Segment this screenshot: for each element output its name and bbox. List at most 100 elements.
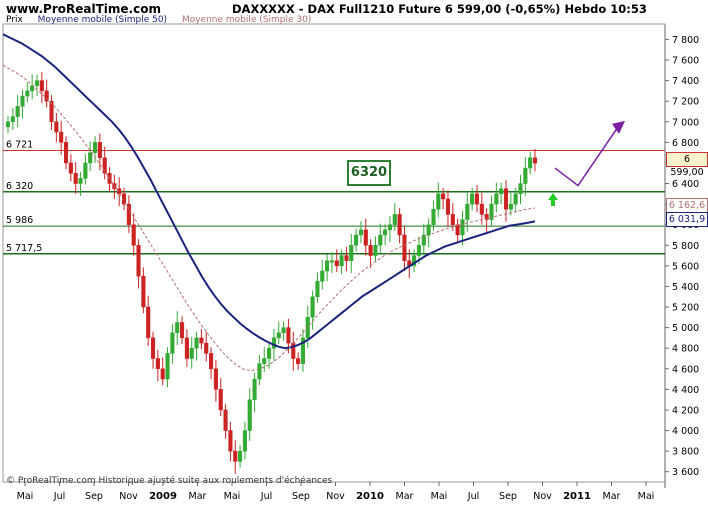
candle-body <box>523 167 528 184</box>
candle-body <box>426 224 431 236</box>
candle-body <box>63 142 69 164</box>
x-tick-label: 2009 <box>149 491 177 502</box>
x-tick-label: 2010 <box>356 491 384 502</box>
level-label: 6 320 <box>6 181 33 192</box>
y-tick-label: 7 600 <box>672 56 699 67</box>
candle-body <box>15 106 20 117</box>
x-tick-label: Mar <box>396 491 414 502</box>
candle-body <box>373 245 378 256</box>
candle-body <box>450 214 455 225</box>
candle-body <box>387 224 393 231</box>
x-tick-label: Mai <box>431 491 448 502</box>
candle-body <box>184 337 189 359</box>
chart-footer: © ProRealTime.com Historique ajusté suit… <box>6 476 333 486</box>
candle-body <box>54 121 59 133</box>
candle-body <box>247 399 252 431</box>
candle-body <box>329 260 334 263</box>
candle-body <box>315 281 320 297</box>
x-tick-label: Sep <box>85 491 103 502</box>
candle-body <box>44 90 49 102</box>
ma50-price-tag: 6 031,9 <box>666 212 708 227</box>
ma30-price-tag: 6 162,6 <box>666 198 708 213</box>
projection-arrowhead <box>612 120 625 134</box>
candle-body <box>412 255 417 267</box>
candle-body <box>146 306 151 339</box>
y-tick-label: 5 600 <box>672 261 699 272</box>
candle-body <box>160 368 165 380</box>
x-tick-label: Mai <box>638 491 655 502</box>
site-name[interactable]: www.ProRealTime.com <box>6 2 161 16</box>
candle-body <box>281 327 286 334</box>
ticker-line: DAXXXXX - DAX Full1210 Future 6 599,00 (… <box>232 2 647 16</box>
x-tick-label: Mar <box>603 491 621 502</box>
candle-body <box>455 224 460 236</box>
x-tick-label: Jul <box>467 491 479 502</box>
candle-body <box>503 188 509 210</box>
y-tick-label: 3 600 <box>672 467 699 478</box>
level-label: 5 717,5 <box>6 243 42 254</box>
candle-body <box>252 378 257 400</box>
candle-body <box>267 347 272 359</box>
candle-body <box>25 90 30 97</box>
y-tick-label: 6 800 <box>672 138 699 149</box>
last-price-tag: 6 599,00 <box>666 152 708 178</box>
x-tick-label: Jul <box>53 491 65 502</box>
candle-body <box>518 183 523 195</box>
candle-body <box>10 116 15 123</box>
candle-body <box>155 358 160 370</box>
y-tick-label: 7 000 <box>672 117 699 128</box>
candle-body <box>257 363 262 380</box>
candle-body <box>513 193 518 205</box>
x-tick-label: Mai <box>224 491 241 502</box>
candle-body <box>436 193 441 210</box>
candle-body <box>126 203 131 225</box>
level-label: 5 986 <box>6 215 33 226</box>
candle-body <box>532 157 538 164</box>
candle-body <box>199 337 204 344</box>
candle-body <box>494 193 499 205</box>
candle-body <box>402 234 407 261</box>
candle-body <box>165 353 170 380</box>
y-tick-label: 3 800 <box>672 447 699 458</box>
candle-body <box>233 450 238 462</box>
plot-frame <box>2 23 666 483</box>
candle-body <box>271 337 276 349</box>
candle-body <box>286 327 291 344</box>
candle-body <box>242 430 247 452</box>
x-tick-label: Jul <box>260 491 272 502</box>
candle-body <box>358 229 363 236</box>
candle-body <box>325 260 330 272</box>
candle-body <box>431 209 436 225</box>
candle-body <box>34 80 40 87</box>
candle-body <box>136 245 141 277</box>
candle-body <box>383 229 388 236</box>
candle-body <box>528 157 533 169</box>
y-tick-label: 5 000 <box>672 323 699 334</box>
y-tick-label: 4 200 <box>672 405 699 416</box>
level-annotation-box: 6320 <box>347 160 391 186</box>
candle-body <box>320 270 325 282</box>
candle-body <box>392 214 397 225</box>
candle-body <box>300 337 305 364</box>
y-tick-label: 7 800 <box>672 35 699 46</box>
candle-body <box>189 347 194 359</box>
candle-body <box>59 131 64 143</box>
x-tick-label: 2011 <box>563 491 591 502</box>
chart-header: www.ProRealTime.com DAXXXXX - DAX Full12… <box>0 0 708 18</box>
x-tick-label: Sep <box>499 491 517 502</box>
candle-body <box>378 234 383 246</box>
candle-body <box>416 245 422 256</box>
candle-body <box>83 162 88 179</box>
candle-body <box>88 152 93 164</box>
candle-body <box>131 224 136 246</box>
candle-body <box>334 260 339 267</box>
y-tick-label: 5 400 <box>672 282 699 293</box>
candle-body <box>30 85 35 92</box>
candle-body <box>238 450 243 462</box>
y-tick-label: 5 800 <box>672 241 699 252</box>
candle-body <box>102 157 107 174</box>
candle-body <box>92 142 98 153</box>
candle-body <box>276 332 281 339</box>
candle-body <box>141 275 146 308</box>
